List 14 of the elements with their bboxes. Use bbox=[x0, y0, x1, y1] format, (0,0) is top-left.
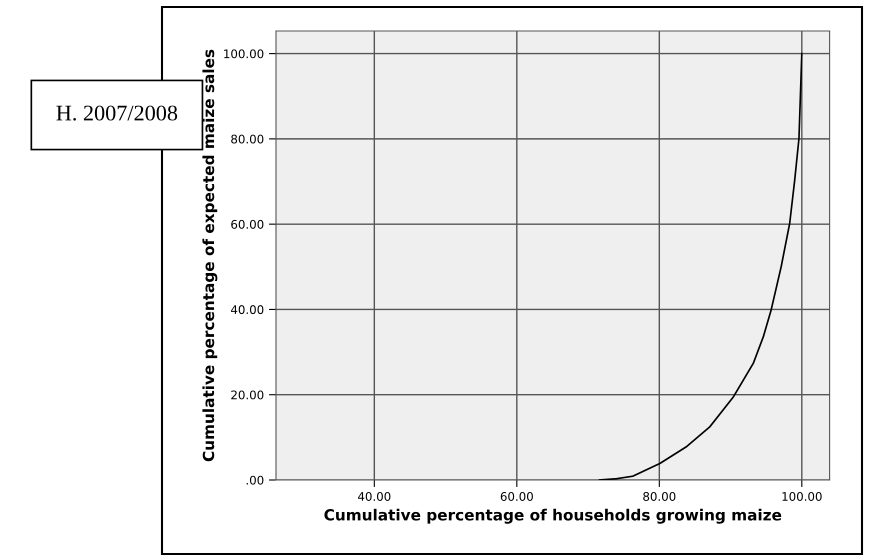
x-tick-label: 80.00 bbox=[643, 492, 676, 501]
y-tick-label: 100.00 bbox=[224, 49, 264, 58]
y-axis-title: Cumulative percentage of expected maize sales bbox=[202, 50, 218, 462]
x-tick-label: 100.00 bbox=[782, 492, 822, 501]
line-series bbox=[598, 52, 803, 480]
x-axis-title: Cumulative percentage of households growing maize bbox=[324, 508, 782, 524]
x-tick-label: 40.00 bbox=[358, 492, 390, 501]
y-tick-label: 20.00 bbox=[231, 390, 264, 400]
y-tick-label: 80.00 bbox=[231, 134, 264, 144]
text: H. 2007/2008 bbox=[56, 106, 178, 121]
y-tick-label: .00 bbox=[246, 476, 264, 485]
x-tick-label: 60.00 bbox=[500, 492, 533, 501]
y-tick-label: 60.00 bbox=[231, 220, 264, 229]
y-tick-label: 40.00 bbox=[230, 305, 264, 314]
